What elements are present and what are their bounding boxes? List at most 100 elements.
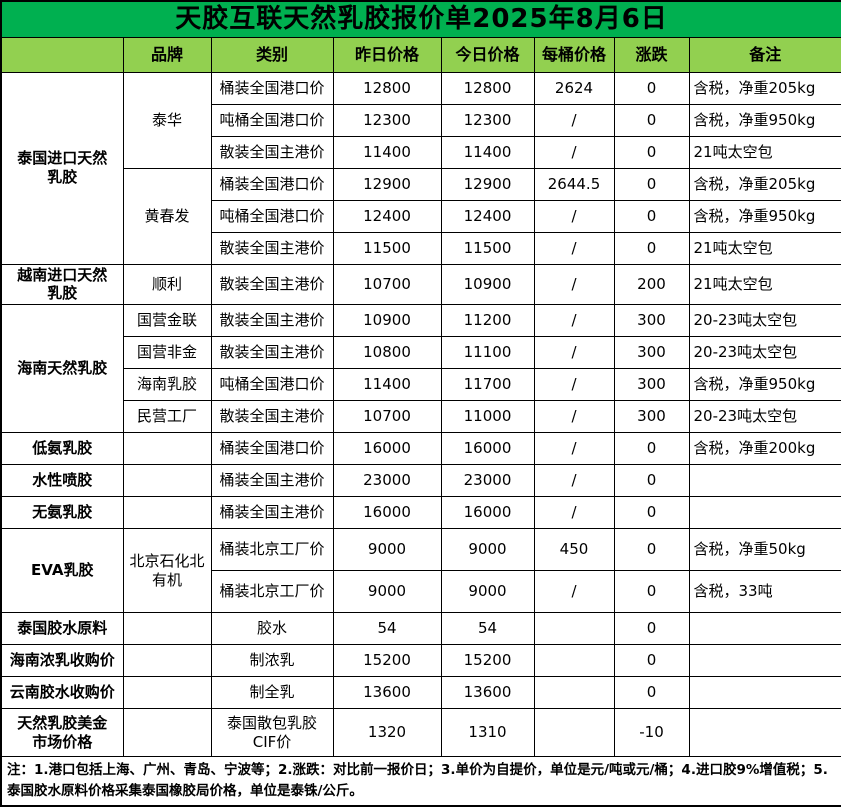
price-cell: / — [533, 368, 615, 401]
price-cell: 0 — [613, 199, 690, 233]
brand-cell: 顺利 — [122, 263, 212, 305]
remark-cell: 含税，净重950kg — [688, 199, 841, 233]
column-header: 品牌 — [122, 36, 212, 73]
price-cell: / — [533, 336, 615, 369]
brand-cell — [122, 612, 212, 645]
price-cell: 0 — [613, 464, 690, 497]
price-cell: 300 — [613, 336, 690, 369]
price-cell: 0 — [613, 432, 690, 465]
remark-cell: 含税，净重205kg — [688, 71, 841, 105]
price-cell: 0 — [613, 644, 690, 677]
price-cell: 10700 — [332, 400, 442, 433]
price-type-cell: 吨桶全国港口价 — [210, 103, 334, 137]
price-cell: 11400 — [332, 135, 442, 169]
price-cell: / — [533, 304, 615, 337]
price-cell: 11400 — [440, 135, 535, 169]
price-cell: 10700 — [332, 263, 442, 305]
price-type-cell: 泰国散包乳胶 CIF价 — [210, 708, 334, 757]
table-body: 泰国进口天然 乳胶 泰华 桶装全国港口价 12800 12800 2624 0 含税，净重20… — [0, 71, 841, 757]
price-cell: 0 — [613, 496, 690, 529]
price-cell: 16000 — [332, 432, 442, 465]
column-header: 类别 — [210, 36, 334, 73]
price-cell: 12400 — [332, 199, 442, 233]
price-cell: 11700 — [440, 368, 535, 401]
footnotes: 注：1.港口包括上海、广州、青岛、宁波等；2.涨跌：对比前一报价日；3.单价为自… — [0, 755, 841, 807]
price-cell: / — [533, 400, 615, 433]
price-cell: 13600 — [440, 676, 535, 709]
report-title: 天胶互联天然乳胶报价单2025年8月6日 — [0, 0, 841, 38]
price-cell: 16000 — [332, 496, 442, 529]
category-group-cell: 云南胶水收购价 — [0, 676, 124, 709]
price-type-cell: 桶装北京工厂价 — [210, 528, 334, 571]
price-cell: / — [533, 432, 615, 465]
brand-cell: 民营工厂 — [122, 400, 212, 433]
price-type-cell: 桶装全国港口价 — [210, 71, 334, 105]
remark-cell: 含税，净重950kg — [688, 368, 841, 401]
price-cell: 12400 — [440, 199, 535, 233]
price-cell: / — [533, 496, 615, 529]
price-cell: 9000 — [332, 528, 442, 571]
price-type-cell: 散装全国主港价 — [210, 336, 334, 369]
price-cell: / — [533, 570, 615, 613]
footnote-row: 注：1.港口包括上海、广州、青岛、宁波等；2.涨跌：对比前一报价日；3.单价为自… — [0, 755, 841, 807]
brand-cell — [122, 496, 212, 529]
price-type-cell: 桶装全国港口价 — [210, 167, 334, 201]
price-cell: 12800 — [440, 71, 535, 105]
title-row: 天胶互联天然乳胶报价单2025年8月6日 — [0, 0, 841, 38]
price-cell: 10800 — [332, 336, 442, 369]
table-row: 水性喷胶 桶装全国主港价 23000 23000/0 — [0, 464, 841, 497]
brand-cell — [122, 676, 212, 709]
price-cell: 200 — [613, 263, 690, 305]
price-cell: 450 — [533, 528, 615, 571]
remark-cell — [688, 612, 841, 645]
price-cell: 11100 — [440, 336, 535, 369]
price-cell: / — [533, 135, 615, 169]
category-group-cell: 泰国胶水原料 — [0, 612, 124, 645]
price-cell: 23000 — [332, 464, 442, 497]
table-row: 吨桶全国港口价 12400 12400/0 含税，净重950kg — [1, 199, 841, 233]
price-cell: 0 — [613, 103, 690, 137]
table-row: 散装全国主港价 11400 11400/0 21吨太空包 — [1, 135, 841, 169]
price-cell: / — [533, 103, 615, 137]
price-cell: 300 — [613, 368, 690, 401]
remark-cell: 20-23吨太空包 — [688, 400, 841, 433]
price-cell: 9000 — [440, 528, 535, 571]
table-row: 民营工厂 散装全国主港价 10700 11000/300 20-23吨太空包 — [1, 400, 841, 433]
table-row: 泰国进口天然 乳胶 泰华 桶装全国港口价 12800 12800 2624 0 含税，净重20… — [0, 71, 841, 265]
price-cell: 16000 — [440, 432, 535, 465]
price-cell — [533, 708, 615, 757]
price-type-cell: 桶装北京工厂价 — [210, 570, 334, 613]
price-cell: 0 — [613, 231, 690, 265]
table-row: 天然乳胶美金 市场价格 泰国散包乳胶 CIF价 1320 1310 -10 — [0, 708, 841, 757]
price-cell: 0 — [613, 71, 690, 105]
price-type-cell: 桶装全国主港价 — [210, 464, 334, 497]
remark-cell — [688, 464, 841, 497]
category-group-cell: 海南天然乳胶 — [0, 304, 124, 433]
price-cell: 54 — [332, 612, 442, 645]
remark-cell: 20-23吨太空包 — [688, 304, 841, 337]
price-type-cell: 胶水 — [210, 612, 334, 645]
price-type-cell: 桶装全国港口价 — [210, 432, 334, 465]
remark-cell: 含税，净重50kg — [688, 528, 841, 571]
table-row: 散装全国主港价 11500 11500/0 21吨太空包 — [1, 231, 841, 265]
remark-cell: 含税，33吨 — [688, 570, 841, 613]
price-cell: 12800 — [332, 71, 442, 105]
remark-cell: 含税，净重205kg — [688, 167, 841, 201]
table-row: 低氨乳胶 桶装全国港口价 16000 16000/0 含税，净重200kg — [0, 432, 841, 465]
brand-cell — [122, 464, 212, 497]
table-row: 越南进口天然 乳胶 顺利 散装全国主港价 10700 10900/200 21吨太空包 — [0, 263, 841, 305]
price-cell: 11500 — [440, 231, 535, 265]
table-row: 吨桶全国港口价 12300 12300/0 含税，净重950kg — [1, 103, 841, 137]
remark-cell: 含税，净重200kg — [688, 432, 841, 465]
category-group-cell: 低氨乳胶 — [0, 432, 124, 465]
price-type-cell: 吨桶全国港口价 — [210, 199, 334, 233]
column-header: 每桶价格 — [533, 36, 615, 73]
price-cell: 0 — [613, 167, 690, 201]
price-cell: -10 — [613, 708, 690, 757]
table-row: 桶装北京工厂价 9000 9000/0 含税，33吨 — [1, 570, 841, 613]
price-cell: 2624 — [533, 71, 615, 105]
price-type-cell: 散装全国主港价 — [210, 263, 334, 305]
column-header: 涨跌 — [613, 36, 690, 73]
column-header: 备注 — [688, 36, 841, 73]
price-cell: 23000 — [440, 464, 535, 497]
